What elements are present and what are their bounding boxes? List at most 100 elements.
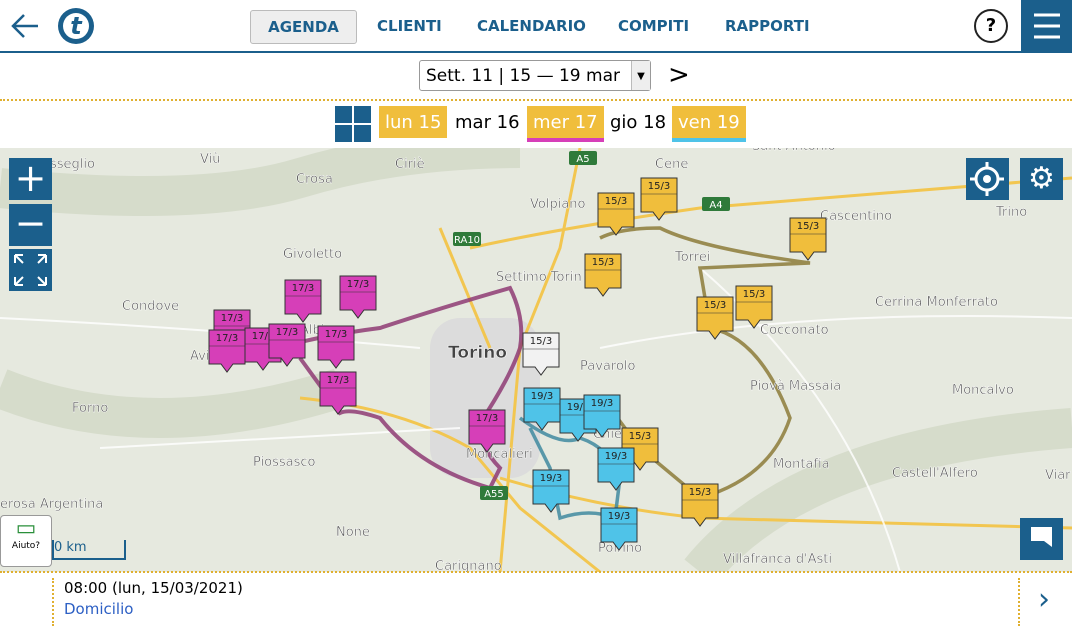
marker-pin — [339, 275, 377, 319]
svg-text:t: t — [70, 12, 83, 40]
road-label: A5 — [576, 154, 589, 165]
map-marker[interactable]: 15/3 — [584, 253, 622, 297]
marker-pin — [523, 387, 561, 431]
marker-label: 15/3 — [605, 196, 627, 207]
next-week[interactable]: > — [668, 60, 690, 90]
marker-pin — [640, 177, 678, 221]
marker-label: 17/3 — [221, 313, 243, 324]
menu-button[interactable] — [1021, 0, 1072, 52]
marker-pin — [597, 447, 635, 491]
week-select[interactable]: Sett. 11 | 15 — 19 mar ▼ — [419, 60, 651, 91]
map-marker[interactable]: 17/3 — [468, 409, 506, 453]
map-marker[interactable]: 15/3 — [735, 285, 773, 329]
map-marker[interactable]: 15/3 — [597, 192, 635, 236]
nav-item[interactable]: AGENDA — [250, 10, 357, 44]
road-shield — [480, 486, 508, 500]
nav-item[interactable]: CALENDARIO — [477, 17, 586, 35]
map-marker[interactable]: 19/3 — [583, 394, 621, 438]
marker-label: 15/3 — [629, 431, 651, 442]
place-label: Givoletto — [283, 247, 342, 262]
dropdown-arrow: ▼ — [631, 61, 650, 90]
marker-label: 15/3 — [530, 336, 552, 347]
place-label: Volpiano — [530, 197, 586, 212]
marker-label: 15/3 — [689, 487, 711, 498]
marker-pin — [284, 279, 322, 323]
marker-label: 17/3 — [292, 283, 314, 294]
help-button[interactable]: ? — [974, 9, 1008, 43]
next-appointment[interactable]: › — [1018, 578, 1050, 626]
map-marker[interactable]: 17/3 — [268, 323, 306, 367]
place-label: Torino — [448, 343, 507, 363]
day-tab[interactable]: lun 15 — [379, 106, 448, 138]
place-label: Cocconato — [760, 323, 829, 338]
help-widget[interactable]: ▭ Aiuto? — [0, 515, 52, 567]
marker-label: 15/3 — [648, 181, 670, 192]
map-marker[interactable]: 19/3 — [523, 387, 561, 431]
map-marker[interactable]: 17/3 — [319, 371, 357, 415]
marker-pin — [468, 409, 506, 453]
marker-pin — [522, 332, 560, 376]
settings[interactable]: ⚙ — [1020, 158, 1063, 200]
marker-pin — [696, 296, 734, 340]
day-tab[interactable]: mar 16 — [455, 112, 520, 133]
marker-pin — [583, 394, 621, 438]
place-label: Forno — [72, 401, 108, 416]
map-marker[interactable]: 15/3 — [789, 217, 827, 261]
fullscreen[interactable] — [9, 249, 52, 291]
marker-pin — [597, 192, 635, 236]
nav-item[interactable]: COMPITI — [618, 17, 690, 35]
marker-pin — [532, 469, 570, 513]
appointment-time: 08:00 (lun, 15/03/2021) — [64, 579, 243, 597]
road-label: A55 — [484, 489, 504, 500]
marker-label: 19/3 — [591, 398, 613, 409]
divider — [0, 99, 1072, 101]
map-marker[interactable]: 15/3 — [522, 332, 560, 376]
day-tab[interactable]: mer 17 — [527, 106, 604, 142]
logo[interactable]: t — [8, 6, 108, 46]
marker-label: 17/3 — [325, 329, 347, 340]
map-marker[interactable]: 17/3 — [284, 279, 322, 323]
marker-label: 19/3 — [531, 391, 553, 402]
appointment-place: Domicilio — [64, 600, 134, 618]
place-label: Pavarolo — [580, 359, 636, 374]
map[interactable]: sseglio Viù Ciriè Cene Sant Antonio Crosa Volp… — [0, 148, 1072, 572]
zoom-out[interactable]: − — [9, 204, 52, 246]
marker-label: 17/3 — [327, 375, 349, 386]
day-tab[interactable]: gio 18 — [610, 112, 667, 133]
nav-item[interactable]: CLIENTI — [377, 17, 442, 35]
marker-pin — [681, 483, 719, 527]
map-marker[interactable]: 15/3 — [640, 177, 678, 221]
marker-label: 19/3 — [605, 451, 627, 462]
marker-pin — [319, 371, 357, 415]
day-tab[interactable]: ven 19 — [672, 106, 746, 142]
place-label: Piossasco — [253, 455, 316, 470]
marker-label: 17/3 — [347, 279, 369, 290]
road-label: A4 — [709, 200, 722, 211]
marker-pin — [789, 217, 827, 261]
all-days-icon[interactable] — [335, 106, 371, 142]
help-icon: ▭ — [15, 516, 37, 541]
zoom-in[interactable]: + — [9, 158, 52, 200]
map-marker[interactable]: 15/3 — [696, 296, 734, 340]
place-label: Crosa — [296, 172, 333, 187]
map-marker[interactable]: 17/3 — [339, 275, 377, 319]
map-marker[interactable]: 17/3 — [317, 325, 355, 369]
comment[interactable] — [1020, 518, 1063, 560]
appointment[interactable]: 08:00 (lun, 15/03/2021) Domicilio — [52, 578, 243, 626]
marker-pin — [317, 325, 355, 369]
nav-item[interactable]: RAPPORTI — [725, 17, 810, 35]
marker-pin — [735, 285, 773, 329]
place-label: Sant Antonio — [752, 148, 836, 154]
locate[interactable] — [966, 158, 1009, 200]
marker-label: 17/3 — [252, 331, 274, 342]
map-marker[interactable]: 15/3 — [681, 483, 719, 527]
marker-label: 17/3 — [216, 333, 238, 344]
map-marker[interactable]: 19/3 — [532, 469, 570, 513]
scale-label: 0 km — [54, 540, 87, 555]
map-marker[interactable]: 19/3 — [597, 447, 635, 491]
place-label: Torrei — [674, 250, 710, 265]
marker-label: 19/3 — [540, 473, 562, 484]
map-marker[interactable]: 19/3 — [600, 507, 638, 551]
road-label: RA10 — [454, 235, 480, 246]
